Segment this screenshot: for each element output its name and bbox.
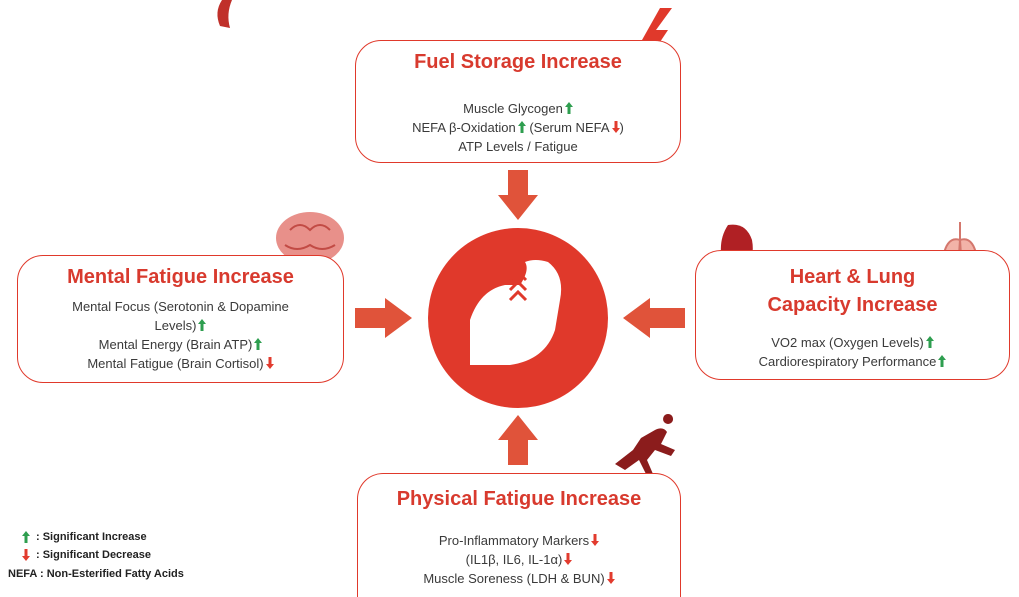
down-arrow [612,121,620,133]
fuel-box: Fuel Storage Increase Muscle Glycogen NE… [355,40,681,163]
line: ATP Levels / Fatigue [356,137,680,156]
up-arrow [565,102,573,114]
arrow [498,415,538,465]
text: (Serum NEFA [529,120,609,135]
line: (IL1β, IL6, IL-1α) [358,550,680,569]
text: (IL1β, IL6, IL-1α) [466,552,563,567]
down-arrow [607,572,615,584]
legend-text: NEFA : Non-Esterified Fatty Acids [8,568,184,580]
runner-icon [615,414,675,476]
box-title: Fuel Storage Increase [356,51,680,74]
mental-box: Mental Fatigue Increase Mental Focus (Se… [17,255,344,383]
arrow [355,298,412,338]
text: Muscle Glycogen [463,101,563,116]
legend-text: : Significant Decrease [36,549,151,561]
line: Pro-Inflammatory Markers [358,531,680,550]
decor [217,0,232,28]
down-arrow [564,553,572,565]
line: Mental Energy (Brain ATP) [18,335,343,354]
page: Fuel Storage Increase Muscle Glycogen NE… [0,0,1019,597]
up-arrow [518,121,526,133]
text: VO2 max (Oxygen Levels) [771,335,923,350]
up-arrow [938,355,946,367]
text: Muscle Soreness (LDH & BUN) [423,571,604,586]
abbr: NEFA [8,568,37,580]
physical-box: Physical Fatigue Increase Pro-Inflammato… [357,473,681,597]
box-title: Mental Fatigue Increase [18,266,343,289]
line: Mental Fatigue (Brain Cortisol) [18,354,343,373]
up-arrow [254,338,262,350]
line: Muscle Glycogen [356,99,680,118]
line: Levels) [18,316,343,335]
line: Muscle Soreness (LDH & BUN) [358,569,680,588]
down-arrow [266,357,274,369]
text: Mental Energy (Brain ATP) [99,337,253,352]
legend-text: : Significant Increase [36,531,147,543]
abbr-text: : Non-Esterified Fatty Acids [40,568,184,580]
line: Cardiorespiratory Performance [696,352,1009,371]
text: Mental Fatigue (Brain Cortisol) [87,356,263,371]
line: NEFA β-Oxidation (Serum NEFA) [356,118,680,137]
text: ) [620,120,624,135]
title-line: Heart & Lung [696,263,1009,291]
title-line: Capacity Increase [696,291,1009,319]
box-title: Physical Fatigue Increase [358,488,680,511]
text: Cardiorespiratory Performance [759,354,937,369]
text: Pro-Inflammatory Markers [439,533,589,548]
down-arrow [591,534,599,546]
up-arrow [198,319,206,331]
up-arrow [926,336,934,348]
line: VO2 max (Oxygen Levels) [696,333,1009,352]
text: NEFA β-Oxidation [412,120,516,135]
arrow [623,298,685,338]
arrow [498,170,538,220]
line: Mental Focus (Serotonin & Dopamine [18,297,343,316]
text: Levels) [155,318,197,333]
